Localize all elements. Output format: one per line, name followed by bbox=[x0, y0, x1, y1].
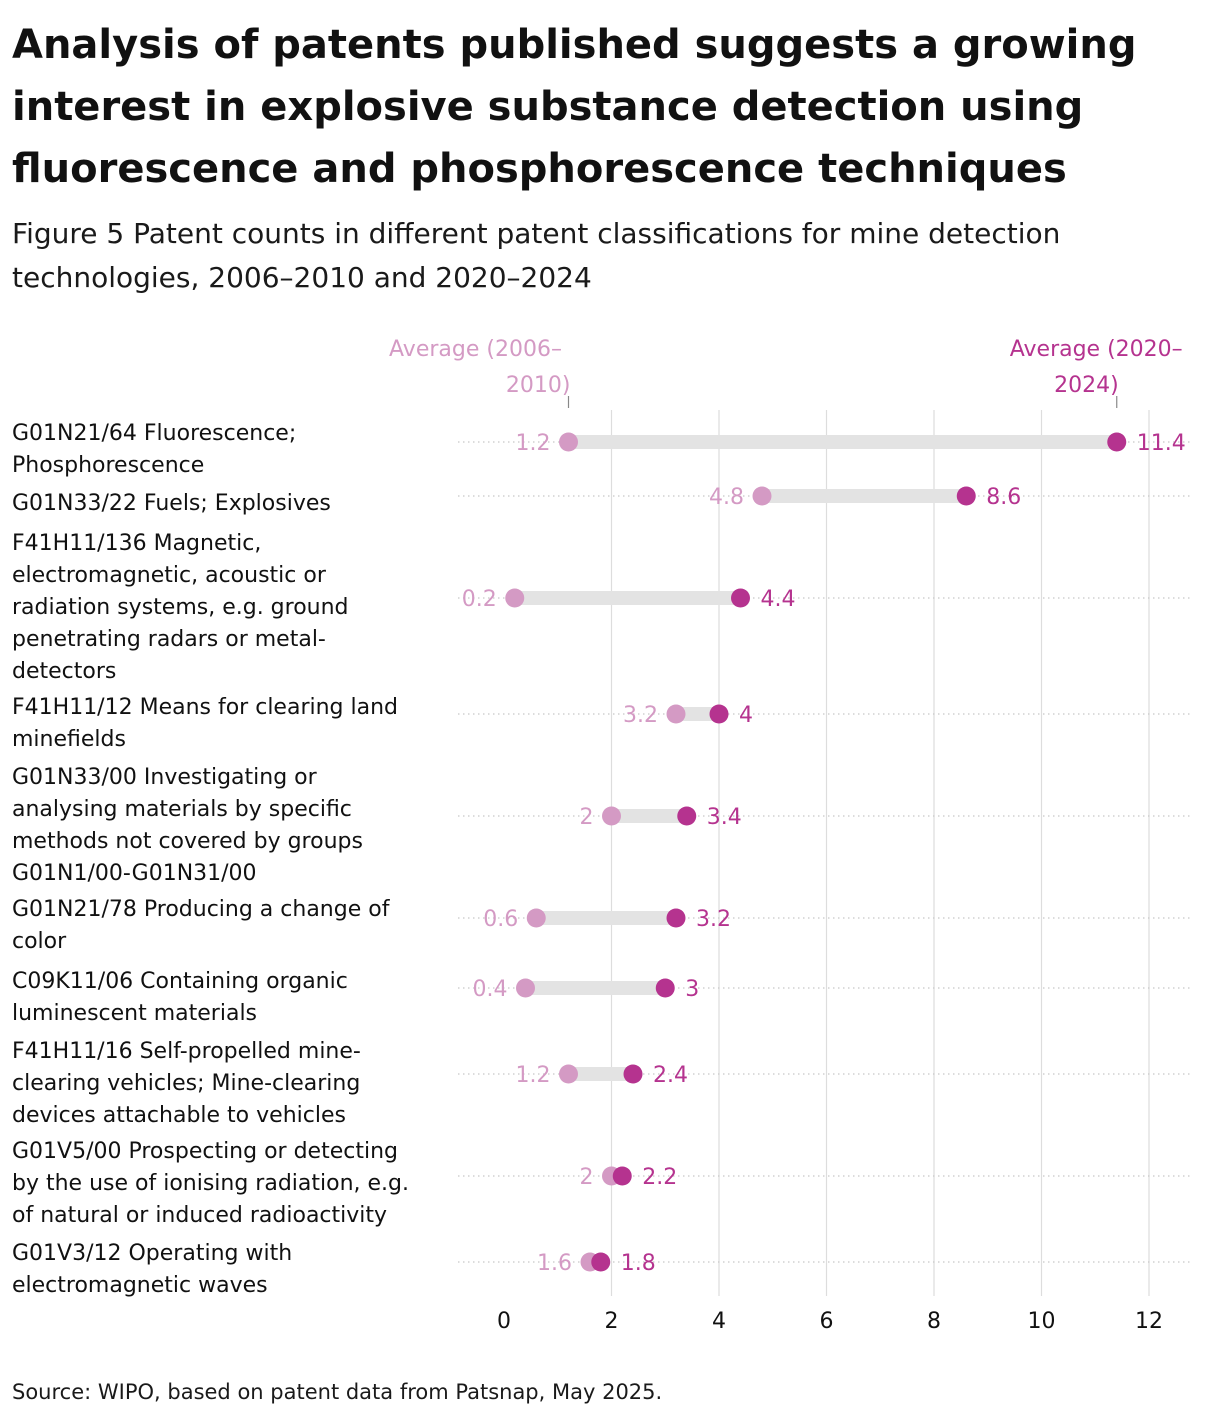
value-label-2020-2024: 2.4 bbox=[653, 1063, 688, 1088]
category-label: F41H11/16 Self-propelled mine- bbox=[12, 1039, 361, 1064]
point-2006-2010 bbox=[505, 588, 525, 608]
point-2020-2024 bbox=[623, 1064, 643, 1084]
value-label-2020-2024: 3.4 bbox=[707, 805, 742, 830]
category-label: analysing materials by specific bbox=[12, 797, 352, 822]
category-label: clearing vehicles; Mine-clearing bbox=[12, 1071, 360, 1096]
x-tick-label: 0 bbox=[497, 1309, 511, 1334]
value-label-2020-2024: 3.2 bbox=[696, 907, 731, 932]
x-tick-label: 4 bbox=[712, 1309, 726, 1334]
value-label-2020-2024: 3 bbox=[685, 977, 699, 1002]
x-tick-label: 6 bbox=[820, 1309, 834, 1334]
x-tick-label: 12 bbox=[1135, 1309, 1163, 1334]
category-label: color bbox=[12, 929, 67, 954]
category-label: F41H11/12 Means for clearing land bbox=[12, 695, 398, 720]
category-label: G01N33/22 Fuels; Explosives bbox=[12, 491, 331, 516]
category-label: G01N1/00-G01N31/00 bbox=[12, 861, 257, 886]
category-label: G01N33/00 Investigating or bbox=[12, 765, 318, 790]
legend-label-2020-2024: Average (2020– bbox=[1010, 337, 1183, 362]
value-label-2020-2024: 2.2 bbox=[642, 1165, 677, 1190]
value-label-2020-2024: 4.4 bbox=[761, 587, 796, 612]
point-2020-2024 bbox=[612, 1166, 632, 1186]
category-label: Phosphorescence bbox=[12, 453, 204, 478]
category-label: luminescent materials bbox=[12, 1001, 257, 1026]
point-2020-2024 bbox=[1107, 432, 1127, 452]
value-label-2006-2010: 4.8 bbox=[709, 485, 744, 510]
category-label: G01V5/00 Prospecting or detecting bbox=[12, 1139, 398, 1164]
chart-title: Analysis of patents published suggests a… bbox=[12, 22, 1137, 192]
category-label: C09K11/06 Containing organic bbox=[12, 969, 348, 994]
category-label: F41H11/136 Magnetic, bbox=[12, 531, 261, 556]
category-label: of natural or induced radioactivity bbox=[12, 1203, 387, 1228]
value-label-2006-2010: 0.2 bbox=[462, 587, 497, 612]
legend-label-2006-2010: 2010) bbox=[506, 373, 571, 398]
value-label-2020-2024: 11.4 bbox=[1137, 431, 1186, 456]
x-tick-label: 10 bbox=[1028, 1309, 1056, 1334]
point-2006-2010 bbox=[526, 908, 546, 928]
value-label-2006-2010: 2 bbox=[580, 1165, 594, 1190]
point-2006-2010 bbox=[666, 704, 686, 724]
category-label: G01N21/78 Producing a change of bbox=[12, 897, 391, 922]
point-2020-2024 bbox=[666, 908, 686, 928]
value-label-2020-2024: 8.6 bbox=[986, 485, 1021, 510]
value-label-2006-2010: 1.2 bbox=[516, 431, 551, 456]
value-label-2006-2010: 0.4 bbox=[473, 977, 508, 1002]
point-2020-2024 bbox=[655, 978, 675, 998]
source-note: Source: WIPO, based on patent data from … bbox=[12, 1380, 663, 1404]
category-label: by the use of ionising radiation, e.g. bbox=[12, 1171, 409, 1196]
category-label: electromagnetic waves bbox=[12, 1273, 268, 1298]
category-label: penetrating radars or metal- bbox=[12, 627, 326, 652]
legend-label-2006-2010: Average (2006– bbox=[389, 337, 562, 362]
category-label: minefields bbox=[12, 727, 126, 752]
x-tick-label: 8 bbox=[927, 1309, 941, 1334]
category-label: detectors bbox=[12, 659, 116, 684]
value-label-2006-2010: 0.6 bbox=[483, 907, 518, 932]
point-2020-2024 bbox=[731, 588, 750, 608]
category-label: methods not covered by groups bbox=[12, 829, 363, 854]
point-2020-2024 bbox=[591, 1252, 611, 1272]
value-label-2020-2024: 1.8 bbox=[621, 1251, 656, 1276]
point-2020-2024 bbox=[956, 486, 976, 506]
point-2020-2024 bbox=[677, 806, 697, 826]
value-label-2006-2010: 1.2 bbox=[516, 1063, 551, 1088]
point-2006-2010 bbox=[559, 432, 578, 452]
value-label-2006-2010: 2 bbox=[580, 805, 594, 830]
category-label: devices attachable to vehicles bbox=[12, 1103, 346, 1128]
category-label: G01N21/64 Fluorescence; bbox=[12, 421, 296, 446]
value-label-2020-2024: 4 bbox=[739, 703, 753, 728]
x-tick-label: 2 bbox=[605, 1309, 619, 1334]
category-label: electromagnetic, acoustic or bbox=[12, 563, 327, 588]
point-2006-2010 bbox=[602, 806, 621, 826]
point-2006-2010 bbox=[516, 978, 535, 998]
value-label-2006-2010: 3.2 bbox=[623, 703, 658, 728]
category-label: radiation systems, e.g. ground bbox=[12, 595, 349, 620]
chart-subtitle: Figure 5 Patent counts in different pate… bbox=[12, 217, 1061, 294]
legend-label-2020-2024: 2024) bbox=[1054, 373, 1119, 398]
point-2006-2010 bbox=[559, 1064, 578, 1084]
category-label: G01V3/12 Operating with bbox=[12, 1241, 292, 1266]
value-label-2006-2010: 1.6 bbox=[537, 1251, 572, 1276]
point-2020-2024 bbox=[709, 704, 729, 724]
point-2006-2010 bbox=[752, 486, 772, 506]
